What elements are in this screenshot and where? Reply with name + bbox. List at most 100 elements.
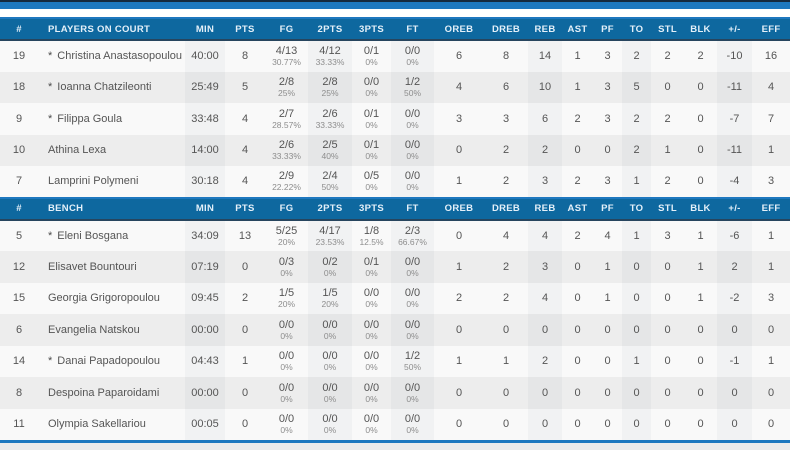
blk-cell: 0 [684, 345, 717, 377]
eff-cell: 16 [752, 40, 790, 72]
p3-percentage: 0% [365, 182, 378, 193]
fg-percentage: 20% [277, 299, 295, 310]
pf-cell: 0 [593, 314, 622, 346]
player-name-cell: * Christina Anastasopoulou [38, 40, 185, 72]
eff-cell: 1 [752, 251, 790, 283]
player-name-cell: * Ioanna Chatzileonti [38, 71, 185, 103]
col-header-to: TO [622, 196, 651, 221]
p2-made-attempted: 2/8 [322, 76, 338, 89]
p2-percentage: 33.33% [315, 119, 345, 130]
jersey-number-cell: 14 [0, 345, 38, 377]
pf-cell: 0 [593, 408, 622, 440]
stl-cell: 0 [651, 282, 684, 314]
jersey-number-cell: 19 [0, 40, 38, 72]
fg-made-attempted: 0/0 [278, 381, 295, 394]
player-name: Elisavet Bountouri [48, 260, 137, 273]
pts-cell: 0 [225, 408, 265, 440]
ast-cell: 0 [562, 314, 593, 346]
player-row: 14 * Danai Papadopoulou 04:43 1 0/0 0% 0/0 0% 0/0… [0, 345, 790, 377]
p3-made-attempted: 0/0 [363, 350, 380, 363]
player-row: 19 * Christina Anastasopoulou 40:00 8 4/13 30.… [0, 40, 790, 72]
ft-percentage: 0% [406, 393, 419, 404]
player-name: Danai Papadopoulou [57, 355, 161, 368]
p3-made-attempted: 0/0 [363, 413, 380, 426]
pts-cell: 8 [225, 40, 265, 72]
p3-made-attempted: 0/1 [363, 255, 380, 268]
min-cell: 00:00 [185, 314, 225, 346]
col-header-ft: FT [391, 17, 434, 41]
col-header-pf: PF [593, 196, 622, 221]
pts-cell: 13 [225, 219, 265, 251]
pm-cell: -11 [717, 134, 752, 166]
fg-cell: 2/8 25% [265, 71, 308, 103]
p3-percentage: 0% [365, 299, 378, 310]
col-header-stl: STL [651, 17, 684, 41]
min-cell: 04:43 [185, 345, 225, 377]
col-header-p3: 3PTS [352, 196, 391, 221]
player-row: 8 Despoina Paparoidami 00:00 0 0/0 0% 0/0 0% 0/0… [0, 377, 790, 409]
player-name-cell: Despoina Paparoidami [38, 377, 185, 409]
pts-cell: 0 [225, 314, 265, 346]
reb-cell: 2 [528, 345, 562, 377]
p2-cell: 0/0 0% [308, 314, 352, 346]
pf-cell: 3 [593, 71, 622, 103]
col-header-oreb: OREB [434, 196, 484, 221]
stl-cell: 2 [651, 166, 684, 198]
dreb-cell: 0 [484, 314, 528, 346]
p3-percentage: 12.5% [359, 236, 384, 247]
p2-cell: 0/0 0% [308, 345, 352, 377]
fg-cell: 0/0 0% [265, 314, 308, 346]
p2-percentage: 0% [323, 362, 337, 373]
p2-percentage: 0% [323, 393, 337, 404]
jersey-number-cell: 15 [0, 282, 38, 314]
ft-made-attempted: 2/3 [404, 224, 421, 237]
ft-percentage: 66.67% [398, 236, 427, 247]
col-header-number: # [0, 196, 38, 221]
col-header-eff: EFF [752, 17, 790, 41]
player-name: Evangelia Natskou [48, 323, 140, 336]
blk-cell: 0 [684, 103, 717, 135]
player-name-cell: Elisavet Bountouri [38, 251, 185, 283]
pf-cell: 1 [593, 282, 622, 314]
p2-made-attempted: 4/12 [319, 45, 341, 58]
oreb-cell: 3 [434, 103, 484, 135]
p2-cell: 0/0 0% [308, 408, 352, 440]
pts-cell: 5 [225, 71, 265, 103]
oreb-cell: 1 [434, 166, 484, 198]
ft-percentage: 0% [406, 57, 419, 68]
to-cell: 0 [622, 408, 651, 440]
eff-cell: 7 [752, 103, 790, 135]
ft-cell: 0/0 0% [391, 166, 434, 198]
jersey-number-cell: 8 [0, 377, 38, 409]
ast-cell: 2 [562, 103, 593, 135]
stl-cell: 0 [651, 408, 684, 440]
reb-cell: 6 [528, 103, 562, 135]
stl-cell: 3 [651, 219, 684, 251]
to-cell: 0 [622, 251, 651, 283]
p2-made-attempted: 2/4 [322, 170, 338, 183]
min-cell: 00:00 [185, 377, 225, 409]
pf-cell: 1 [593, 251, 622, 283]
col-header-pm: +/- [717, 17, 752, 41]
pm-cell: -7 [717, 103, 752, 135]
p3-percentage: 0% [365, 330, 378, 341]
player-name-cell: Athina Lexa [38, 134, 185, 166]
ft-made-attempted: 0/0 [404, 381, 421, 394]
stl-cell: 0 [651, 314, 684, 346]
reb-cell: 4 [528, 282, 562, 314]
ast-cell: 0 [562, 377, 593, 409]
min-cell: 40:00 [185, 40, 225, 72]
jersey-number-cell: 10 [0, 134, 38, 166]
jersey-number-cell: 7 [0, 166, 38, 198]
col-header-pts: PTS [225, 17, 265, 41]
fg-percentage: 0% [280, 362, 293, 373]
fg-made-attempted: 0/0 [278, 350, 295, 363]
fg-made-attempted: 2/7 [278, 107, 295, 120]
player-name: Despoina Paparoidami [48, 386, 160, 399]
player-row: 9 * Filippa Goula 33:48 4 2/7 28.57% 2/6 33.33% 0… [0, 103, 790, 135]
pm-cell: -6 [717, 219, 752, 251]
pts-cell: 0 [225, 377, 265, 409]
dreb-cell: 8 [484, 40, 528, 72]
fg-made-attempted: 0/0 [278, 413, 295, 426]
ft-made-attempted: 1/2 [404, 350, 421, 363]
